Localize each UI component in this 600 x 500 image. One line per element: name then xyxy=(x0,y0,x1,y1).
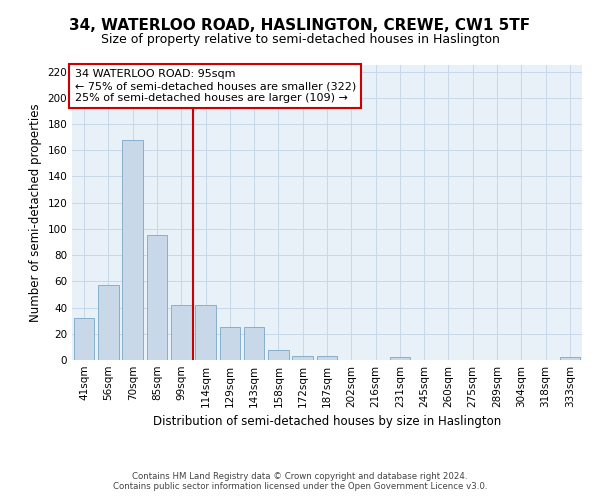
Bar xyxy=(268,350,289,360)
Text: Contains public sector information licensed under the Open Government Licence v3: Contains public sector information licen… xyxy=(113,482,487,491)
Text: Size of property relative to semi-detached houses in Haslington: Size of property relative to semi-detach… xyxy=(101,32,499,46)
Text: 34, WATERLOO ROAD, HASLINGTON, CREWE, CW1 5TF: 34, WATERLOO ROAD, HASLINGTON, CREWE, CW… xyxy=(70,18,530,32)
Bar xyxy=(292,356,313,360)
Bar xyxy=(244,327,265,360)
Bar xyxy=(98,286,119,360)
Text: Contains HM Land Registry data © Crown copyright and database right 2024.: Contains HM Land Registry data © Crown c… xyxy=(132,472,468,481)
Bar xyxy=(122,140,143,360)
Bar xyxy=(74,318,94,360)
Bar xyxy=(146,236,167,360)
X-axis label: Distribution of semi-detached houses by size in Haslington: Distribution of semi-detached houses by … xyxy=(153,416,501,428)
Bar xyxy=(195,305,216,360)
Bar xyxy=(171,305,191,360)
Bar xyxy=(560,358,580,360)
Bar xyxy=(220,327,240,360)
Bar xyxy=(389,358,410,360)
Text: 34 WATERLOO ROAD: 95sqm
← 75% of semi-detached houses are smaller (322)
25% of s: 34 WATERLOO ROAD: 95sqm ← 75% of semi-de… xyxy=(74,70,356,102)
Bar xyxy=(317,356,337,360)
Y-axis label: Number of semi-detached properties: Number of semi-detached properties xyxy=(29,103,42,322)
